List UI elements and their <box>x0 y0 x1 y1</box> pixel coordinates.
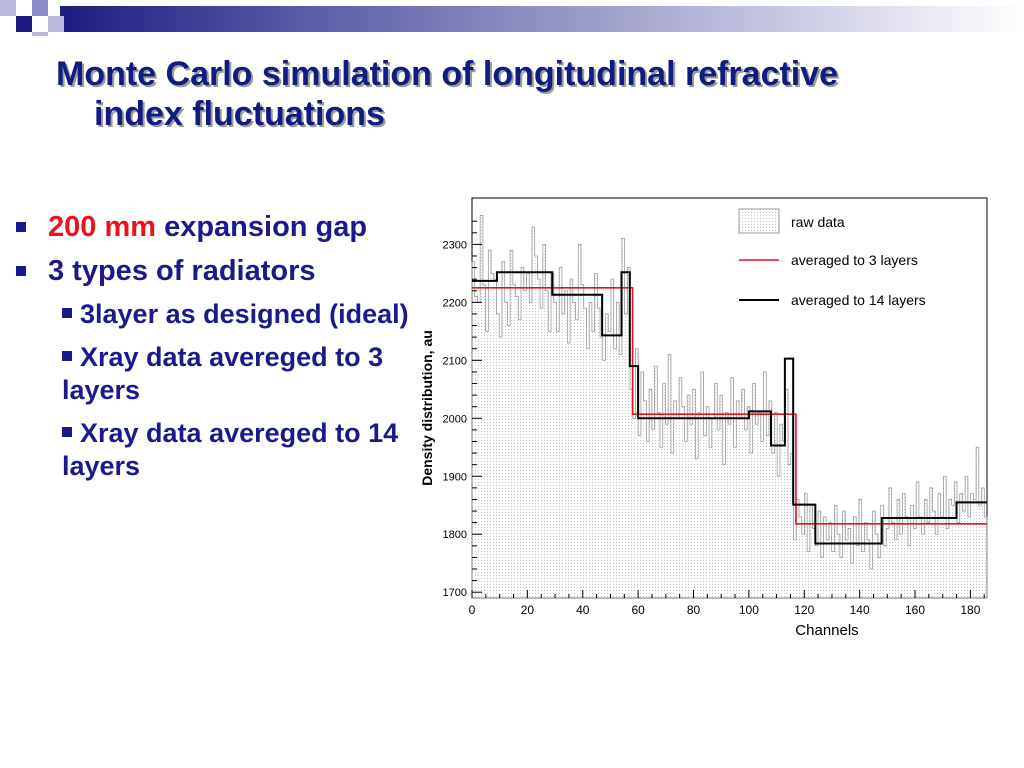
y-tick-label: 1700 <box>443 587 467 599</box>
sub-bullet-text: Xray data avereged to 3 layers <box>62 342 384 405</box>
legend-label: averaged to 14 layers <box>791 292 926 308</box>
y-tick-label: 2000 <box>443 413 467 425</box>
x-tick-label: 40 <box>576 603 590 617</box>
bullet-radiator-types: 3 types of radiators <box>16 254 416 288</box>
x-tick-label: 80 <box>687 603 701 617</box>
bullet-highlight: 200 mm <box>48 211 157 243</box>
bullet-text: 3 types of radiators <box>48 255 316 287</box>
y-tick-label: 1800 <box>443 529 467 541</box>
sub-bullet-14-layers: Xray data avereged to 14 layers <box>16 417 416 483</box>
square-bullet-icon <box>16 266 26 276</box>
y-tick-label: 2100 <box>443 355 467 367</box>
legend-label: raw data <box>791 214 845 230</box>
legend-label: averaged to 3 layers <box>791 252 918 268</box>
raw-data-histogram <box>471 214 988 599</box>
legend: raw data averaged to 3 layers averaged to … <box>729 201 979 321</box>
bullet-text: expansion gap <box>156 211 368 243</box>
y-axis-label: Density distribution, au <box>419 330 435 486</box>
header-decoration <box>0 0 1024 46</box>
slide-title: Monte Carlo simulation of longitudinal r… <box>56 54 996 134</box>
title-line-1: Monte Carlo simulation of longitudinal r… <box>56 55 839 93</box>
sub-bullet-ideal: 3layer as designed (ideal) <box>16 298 416 331</box>
x-tick-label: 140 <box>850 603 870 617</box>
x-tick-label: 120 <box>794 603 814 617</box>
y-tick-label: 1900 <box>443 471 467 483</box>
y-tick-label: 2300 <box>443 239 467 251</box>
y-tick-label: 2200 <box>443 297 467 309</box>
averaged-14-layers-line <box>472 271 987 545</box>
x-tick-label: 0 <box>469 603 476 617</box>
x-tick-label: 60 <box>631 603 645 617</box>
sub-bullet-text: 3layer as designed (ideal) <box>80 299 409 329</box>
x-tick-label: 20 <box>521 603 535 617</box>
header-gradient-bar <box>0 0 1024 46</box>
bullet-expansion-gap: 200 mm expansion gap <box>16 210 416 244</box>
title-line-2: index fluctuations <box>94 95 385 133</box>
density-chart: 0 20 40 60 80 100 120 140 160 180 1700 1800 1900 2000… <box>419 197 988 639</box>
legend-swatch-raw <box>738 208 780 234</box>
averaged-3-layers-line <box>472 287 987 525</box>
square-bullet-icon <box>16 222 26 232</box>
square-bullet-icon <box>62 426 72 437</box>
x-axis-label: Channels <box>795 622 858 639</box>
sub-bullet-3-layers: Xray data avereged to 3 layers <box>16 341 416 407</box>
x-tick-label: 180 <box>960 603 980 617</box>
x-tick-label: 100 <box>739 603 759 617</box>
x-tick-label: 160 <box>905 603 925 617</box>
sub-bullet-text: Xray data avereged to 14 layers <box>62 418 399 481</box>
square-bullet-icon <box>62 350 72 361</box>
square-bullet-icon <box>62 307 72 318</box>
bullet-list: 200 mm expansion gap 3 types of radiator… <box>16 210 416 493</box>
